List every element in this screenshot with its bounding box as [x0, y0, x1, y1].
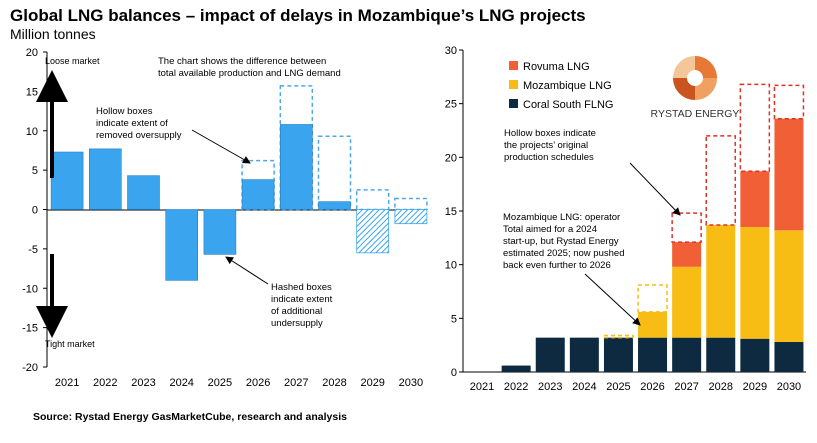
left-note-hashed: Hashed boxes indicate extent of addition… [271, 282, 335, 329]
tight-market-label: Tight market [45, 339, 95, 349]
left-balance-bar [50, 151, 84, 210]
right-x-tick-label: 2025 [606, 381, 630, 393]
legend-label-coral: Coral South FLNG [523, 99, 613, 111]
left-note-main: The chart shows the difference between t… [158, 56, 341, 79]
right-x-tick-label: 2027 [674, 381, 698, 393]
left-balance-bar [89, 148, 122, 210]
right-mozambique-bar [706, 224, 736, 338]
left-y-tick-label: -10 [22, 283, 38, 295]
right-original-schedule-box [671, 212, 702, 243]
right-y-tick-label: 15 [445, 206, 457, 218]
left-hashed-bar [394, 209, 428, 225]
right-mozambique-bar [740, 227, 770, 339]
right-coral-bar [535, 337, 565, 372]
left-hollow-bar [394, 197, 428, 211]
left-balance-bar [241, 179, 275, 210]
left-y-tick-label: 20 [26, 47, 38, 59]
loose-market-label: Loose market [45, 56, 100, 66]
right-note-hollow-arrow [629, 162, 681, 216]
right-x-tick-label: 2023 [538, 381, 562, 393]
legend-swatch-coral [509, 99, 518, 108]
legend-label-mozambique: Mozambique LNG [523, 80, 612, 92]
right-coral-bar [501, 365, 531, 372]
rystad-logo: RYSTAD ENERGY [651, 56, 740, 120]
left-note-hollow: Hollow boxes indicate extent of removed … [96, 106, 182, 141]
legend-label-rovuma: Rovuma LNG [523, 61, 590, 73]
left-x-tick-label: 2024 [169, 377, 193, 389]
left-x-tick-label: 2028 [322, 377, 346, 389]
right-y-tick-label: 20 [445, 152, 457, 164]
right-mozambique-bar [774, 230, 804, 342]
left-y-tick-label: 0 [32, 205, 38, 217]
left-hollow-bar [317, 135, 352, 211]
right-coral-bar [603, 337, 633, 372]
right-x-tick-label: 2029 [743, 381, 767, 393]
left-x-tick-label: 2022 [93, 377, 117, 389]
right-coral-bar [672, 337, 702, 372]
right-x-tick-label: 2028 [709, 381, 733, 393]
left-chart: 20 15 10 5 0 -5 -10 -15 -20 2021 2022 2023 2024 2025… [22, 47, 428, 389]
right-coral-bar [638, 337, 668, 372]
legend-swatch-mozambique [509, 80, 518, 89]
logo-text: RYSTAD ENERGY [651, 108, 740, 120]
left-hashed-bar [356, 209, 390, 254]
right-note-mozambique-arrow [584, 273, 641, 326]
source-note: Source: Rystad Energy GasMarketCube, res… [33, 411, 347, 423]
chart-title: Global LNG balances – impact of delays i… [10, 6, 586, 25]
left-x-tick-label: 2029 [360, 377, 384, 389]
left-y-tick-label: 15 [26, 86, 38, 98]
left-balance-bar [279, 124, 313, 210]
right-original-schedule-box [603, 334, 634, 339]
right-original-schedule-box [739, 83, 771, 173]
right-mozambique-bar [638, 311, 668, 338]
left-note-hollow-arrow [191, 129, 251, 164]
left-balance-bar [318, 201, 351, 210]
logo-center [687, 70, 703, 86]
right-x-tick-label: 2024 [572, 381, 596, 393]
left-balance-bar [165, 209, 198, 281]
right-coral-bar [740, 338, 770, 372]
left-x-tick-label: 2027 [284, 377, 308, 389]
legend-swatch-rovuma [509, 61, 518, 70]
right-y-tick-label: 10 [445, 260, 457, 272]
left-x-tick-label: 2030 [399, 377, 423, 389]
left-y-tick-label: -20 [22, 362, 38, 374]
right-legend: Rovuma LNG Mozambique LNG Coral South FL… [509, 61, 613, 111]
left-balance-bar [127, 175, 160, 210]
right-coral-bar [774, 341, 804, 372]
left-y-tick-label: 10 [26, 126, 38, 138]
left-hollow-bar [355, 189, 390, 211]
right-note-hollow: Hollow boxes indicate the projects’ orig… [504, 128, 599, 163]
right-original-schedule-box [705, 135, 736, 226]
left-y-tick-label: -5 [28, 244, 38, 256]
left-x-tick-label: 2025 [208, 377, 232, 389]
right-rovuma-bar [740, 171, 770, 228]
left-x-tick-label: 2021 [55, 377, 79, 389]
right-mozambique-bar [672, 266, 702, 338]
right-original-schedule-box [773, 84, 805, 120]
right-y-tick-label: 25 [445, 99, 457, 111]
right-note-mozambique: Mozambique LNG: operator Total aimed for… [503, 212, 627, 271]
left-note-hashed-arrow [225, 256, 269, 285]
right-y-tick-label: 0 [451, 367, 457, 379]
left-balance-bar [203, 209, 237, 255]
right-rovuma-bar [672, 242, 702, 267]
right-x-tick-label: 2021 [470, 381, 494, 393]
right-rovuma-bar [774, 118, 804, 231]
left-y-tick-label: -15 [22, 323, 38, 335]
right-coral-bar [569, 337, 599, 372]
right-x-tick-label: 2022 [504, 381, 528, 393]
right-original-schedule-box [637, 284, 668, 313]
left-y-tick-label: 5 [32, 165, 38, 177]
chart-subtitle: Million tonnes [10, 26, 96, 42]
left-x-tick-label: 2026 [246, 377, 270, 389]
right-coral-bar [706, 337, 736, 372]
right-y-tick-label: 30 [445, 45, 457, 57]
right-x-tick-label: 2026 [640, 381, 664, 393]
left-x-tick-label: 2023 [131, 377, 155, 389]
right-y-tick-label: 5 [451, 313, 457, 325]
right-x-tick-label: 2030 [777, 381, 801, 393]
